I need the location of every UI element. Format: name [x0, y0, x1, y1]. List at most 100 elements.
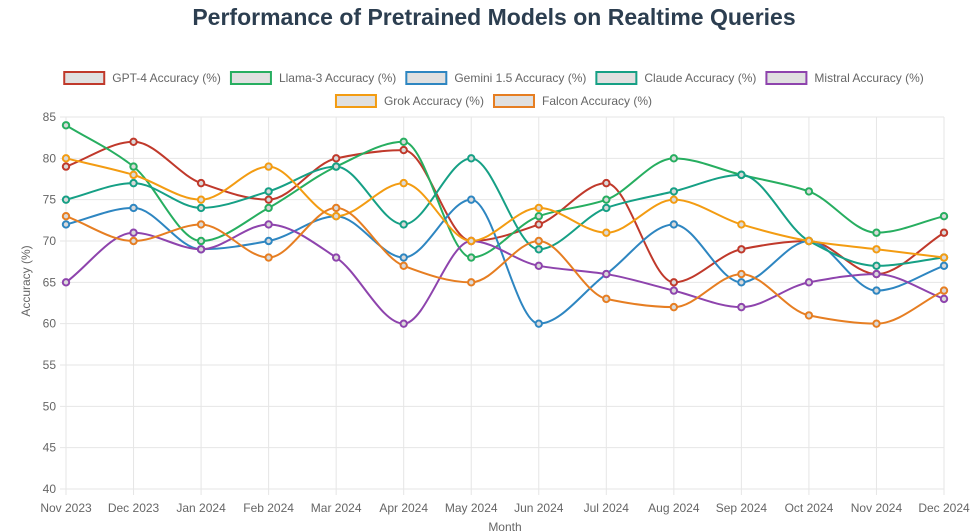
legend-item-gpt-4-accuracy[interactable]: GPT-4 Accuracy (%): [63, 71, 221, 85]
data-point[interactable]: [737, 302, 746, 312]
y-axis: 40 45 50 55 60 65 70 75 80 85: [43, 110, 57, 496]
legend-swatch: [334, 94, 377, 108]
data-point[interactable]: [737, 170, 746, 180]
data-point[interactable]: [399, 319, 408, 328]
data-point[interactable]: [61, 278, 71, 287]
data-point[interactable]: [399, 220, 408, 229]
data-point[interactable]: [264, 203, 273, 213]
data-point[interactable]: [129, 162, 138, 171]
data-point[interactable]: [129, 203, 138, 213]
data-point[interactable]: [331, 162, 341, 171]
data-point[interactable]: [399, 145, 408, 155]
data-point[interactable]: [467, 154, 476, 163]
data-point[interactable]: [602, 203, 611, 213]
data-point[interactable]: [467, 253, 476, 262]
data-point[interactable]: [399, 261, 408, 270]
data-point[interactable]: [804, 311, 814, 320]
data-point[interactable]: [196, 178, 206, 188]
series-grok-accuracy: [61, 154, 949, 262]
data-point[interactable]: [399, 253, 408, 262]
data-point[interactable]: [61, 195, 71, 204]
data-point[interactable]: [872, 269, 881, 279]
data-point[interactable]: [872, 228, 881, 237]
data-point[interactable]: [669, 220, 679, 229]
data-point[interactable]: [939, 253, 949, 262]
data-point[interactable]: [129, 236, 138, 246]
data-point[interactable]: [872, 319, 881, 328]
data-point[interactable]: [534, 203, 543, 213]
legend-item-claude-accuracy[interactable]: Claude Accuracy (%): [595, 71, 756, 85]
data-point[interactable]: [264, 162, 273, 171]
data-point[interactable]: [129, 137, 138, 147]
data-point[interactable]: [534, 319, 543, 328]
data-point[interactable]: [939, 261, 949, 270]
data-point[interactable]: [196, 220, 206, 229]
data-point[interactable]: [467, 278, 476, 287]
data-point[interactable]: [264, 195, 273, 204]
legend-item-llama-3-accuracy[interactable]: Llama-3 Accuracy (%): [229, 71, 396, 85]
data-point[interactable]: [939, 294, 949, 304]
data-point[interactable]: [196, 236, 206, 246]
data-point[interactable]: [939, 286, 949, 295]
legend-item-grok-accuracy[interactable]: Grok Accuracy (%): [334, 94, 484, 108]
data-point[interactable]: [534, 261, 543, 270]
data-point[interactable]: [331, 212, 341, 221]
data-point[interactable]: [602, 195, 611, 204]
data-point[interactable]: [264, 187, 273, 196]
legend-label: GPT-4 Accuracy (%): [112, 71, 221, 85]
data-point[interactable]: [602, 178, 611, 188]
data-point[interactable]: [61, 121, 71, 130]
data-point[interactable]: [737, 269, 746, 279]
data-point[interactable]: [534, 220, 543, 229]
data-point[interactable]: [602, 294, 611, 304]
data-point[interactable]: [804, 236, 814, 246]
series-mistral-accuracy: [61, 220, 949, 328]
data-point[interactable]: [129, 178, 138, 188]
data-point[interactable]: [872, 286, 881, 295]
data-point[interactable]: [129, 170, 138, 180]
data-point[interactable]: [61, 220, 71, 229]
legend-item-mistral-accuracy[interactable]: Mistral Accuracy (%): [765, 71, 924, 85]
data-point[interactable]: [264, 220, 273, 229]
data-point[interactable]: [61, 154, 71, 163]
data-point[interactable]: [331, 203, 341, 213]
x-tick-label: Sep 2024: [716, 501, 768, 515]
data-point[interactable]: [737, 245, 746, 254]
data-point[interactable]: [872, 245, 881, 254]
data-point[interactable]: [939, 212, 949, 221]
data-point[interactable]: [61, 212, 71, 221]
data-point[interactable]: [669, 286, 679, 295]
data-point[interactable]: [467, 195, 476, 204]
data-point[interactable]: [534, 245, 543, 254]
data-point[interactable]: [196, 195, 206, 204]
data-point[interactable]: [467, 236, 476, 246]
data-point[interactable]: [872, 261, 881, 270]
data-point[interactable]: [602, 269, 611, 279]
data-point[interactable]: [669, 302, 679, 312]
data-point[interactable]: [331, 154, 341, 163]
data-point[interactable]: [737, 278, 746, 287]
data-point[interactable]: [669, 195, 679, 204]
data-point[interactable]: [534, 236, 543, 246]
data-point[interactable]: [264, 236, 273, 246]
data-point[interactable]: [534, 212, 543, 221]
data-point[interactable]: [669, 154, 679, 163]
data-point[interactable]: [129, 228, 138, 237]
legend-item-falcon-accuracy[interactable]: Falcon Accuracy (%): [492, 94, 652, 108]
data-point[interactable]: [399, 137, 408, 147]
data-point[interactable]: [939, 228, 949, 237]
data-point[interactable]: [196, 245, 206, 254]
data-point[interactable]: [669, 187, 679, 196]
data-point[interactable]: [331, 253, 341, 262]
legend-label: Gemini 1.5 Accuracy (%): [454, 71, 586, 85]
data-point[interactable]: [669, 278, 679, 287]
data-point[interactable]: [602, 228, 611, 237]
data-point[interactable]: [737, 220, 746, 229]
data-point[interactable]: [61, 162, 71, 171]
legend-item-gemini-1-5-accuracy[interactable]: Gemini 1.5 Accuracy (%): [405, 71, 586, 85]
data-point[interactable]: [804, 278, 814, 287]
data-point[interactable]: [196, 203, 206, 213]
data-point[interactable]: [804, 187, 814, 196]
data-point[interactable]: [264, 253, 273, 262]
data-point[interactable]: [399, 178, 408, 188]
